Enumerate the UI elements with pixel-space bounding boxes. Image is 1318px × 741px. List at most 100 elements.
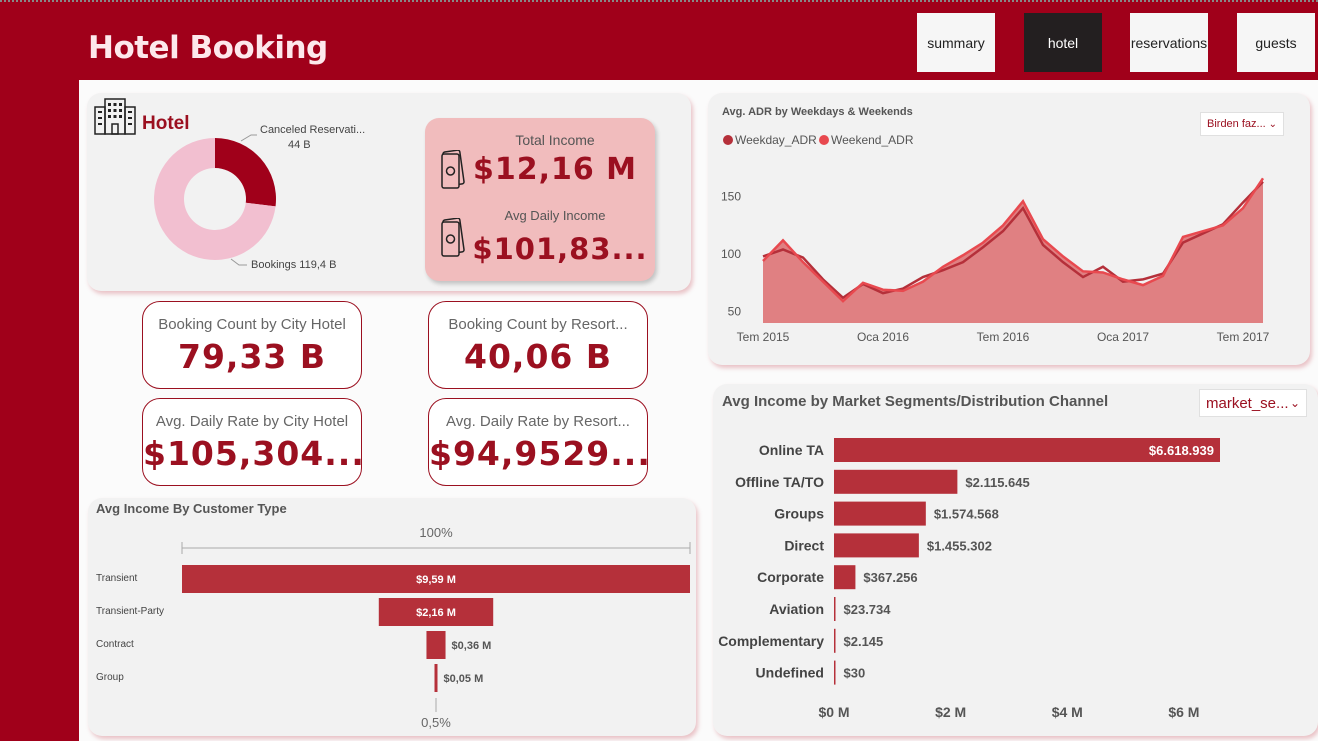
category-label: Aviation xyxy=(769,601,824,617)
customer-type-funnel-chart: 100% Transient $9,59 M Transient-Party $2,16… xyxy=(96,525,691,730)
x-tick-label: Tem 2015 xyxy=(737,330,790,344)
kpi-value: 79,33 B xyxy=(177,337,327,376)
dropdown-value: market_se... xyxy=(1206,394,1289,412)
bar xyxy=(834,533,919,558)
kpi-adr-city: Avg. Daily Rate by City Hotel $105,304..… xyxy=(142,398,365,486)
money-icon xyxy=(439,217,465,262)
avg-daily-income-label: Avg Daily Income xyxy=(504,208,606,223)
dropdown-value: Birden faz... xyxy=(1207,118,1266,130)
x-tick-label: $4 M xyxy=(1052,704,1083,720)
donut-slice xyxy=(215,138,276,207)
total-income-label: Total Income xyxy=(515,132,595,148)
data-label: $2.145 xyxy=(844,634,884,649)
series-area xyxy=(763,178,1263,323)
legend-label: Weekend_ADR xyxy=(831,133,914,147)
x-tick-label: Tem 2016 xyxy=(977,330,1030,344)
bar xyxy=(834,469,958,494)
tab-summary[interactable]: summary xyxy=(917,13,995,72)
bar xyxy=(834,438,1220,462)
market-segment-dropdown[interactable]: market_se... ⌄ xyxy=(1199,389,1307,417)
data-label: $23.734 xyxy=(844,602,892,617)
top-border xyxy=(0,0,1318,2)
category-label: Transient-Party xyxy=(96,606,164,617)
kpi-label: Booking Count by City Hotel xyxy=(158,316,346,333)
tab-guests[interactable]: guests xyxy=(1237,13,1315,72)
bar xyxy=(834,597,836,621)
adr-chart-card: Avg. ADR by Weekdays & Weekends Birden f… xyxy=(708,93,1310,365)
data-label: $1.455.302 xyxy=(927,538,992,553)
chart-title: Avg Income by Market Segments/Distributi… xyxy=(722,393,1109,410)
x-tick-label: Tem 2017 xyxy=(1217,330,1270,344)
kpi-label: Avg. Daily Rate by City Hotel xyxy=(155,413,349,430)
page-title: Hotel Booking xyxy=(88,30,328,66)
hotel-summary-card: Hotel Canceled Reservati... 44 B Bookings … xyxy=(87,93,691,291)
x-tick-label: $2 M xyxy=(935,704,966,720)
market-segment-card: Avg Income by Market Segments/Distributi… xyxy=(713,384,1318,736)
data-label: $30 xyxy=(844,666,866,681)
category-label: Contract xyxy=(96,639,134,650)
category-label: Group xyxy=(96,672,124,683)
x-tick-label: $0 M xyxy=(818,704,849,720)
kpi-value: $105,304... xyxy=(143,434,365,473)
chevron-down-icon: ⌄ xyxy=(1289,396,1300,410)
data-label: $367.256 xyxy=(863,570,917,585)
kpi-value: $94,9529... xyxy=(429,434,651,473)
data-label: $6.618.939 xyxy=(1149,443,1214,458)
data-label: $1.574.568 xyxy=(934,507,999,522)
legend-swatch xyxy=(723,135,733,145)
x-tick-label: Oca 2016 xyxy=(857,330,909,344)
tab-reservations[interactable]: reservations xyxy=(1130,13,1208,72)
adr-area-chart: Weekday_ADR Weekend_ADR 50 100 150 Tem 2015 Oc… xyxy=(721,133,1270,344)
data-label: $2,16 M xyxy=(416,607,456,619)
category-label: Complementary xyxy=(718,633,824,649)
chart-title: Avg Income By Customer Type xyxy=(96,501,287,516)
chart-title: Avg. ADR by Weekdays & Weekends xyxy=(722,106,913,118)
leader-line xyxy=(230,258,247,266)
series-line-weekday xyxy=(762,180,1264,300)
money-icon xyxy=(439,149,465,194)
category-label: Transient xyxy=(96,573,138,584)
funnel-bar xyxy=(434,664,438,692)
hotel-card-title: Hotel xyxy=(142,113,190,134)
y-tick-label: 100 xyxy=(721,247,741,261)
y-tick-label: 150 xyxy=(721,190,741,204)
bar xyxy=(834,660,836,685)
chevron-down-icon: ⌄ xyxy=(1268,118,1277,130)
funnel-top-label: 100% xyxy=(419,525,453,540)
customer-type-card: Avg Income By Customer Type 100% Transien… xyxy=(88,498,696,736)
category-label: Direct xyxy=(784,537,824,553)
legend-label: Weekday_ADR xyxy=(735,133,817,147)
bar xyxy=(834,565,856,590)
tab-hotel[interactable]: hotel xyxy=(1024,13,1102,72)
kpi-booking-count-city: Booking Count by City Hotel 79,33 B xyxy=(142,301,362,389)
data-label: $0,05 M xyxy=(444,673,484,685)
weekday-filter-dropdown[interactable]: Birden faz... ⌄ xyxy=(1200,112,1284,136)
kpi-label: Booking Count by Resort... xyxy=(448,316,628,333)
kpi-value: 40,06 B xyxy=(463,337,613,376)
leader-line xyxy=(240,134,257,142)
slice-label: Canceled Reservati... xyxy=(260,124,365,136)
y-tick-label: 50 xyxy=(728,305,742,319)
funnel-bottom-label: 0,5% xyxy=(421,715,451,730)
data-label: $2.115.645 xyxy=(965,475,1029,490)
bar xyxy=(834,501,926,526)
bar xyxy=(834,628,836,653)
slice-value: 44 B xyxy=(288,139,311,151)
x-tick-label: $6 M xyxy=(1168,704,1199,720)
funnel-bar xyxy=(182,565,690,593)
legend-swatch xyxy=(819,135,829,145)
slice-label: Bookings 119,4 B xyxy=(251,259,336,271)
category-label: Undefined xyxy=(756,665,824,681)
hotel-building-icon xyxy=(94,97,136,135)
series-line-weekend xyxy=(762,177,1265,303)
total-income-value: $12,16 M xyxy=(472,152,638,187)
category-label: Online TA xyxy=(759,442,824,458)
funnel-bar xyxy=(426,631,446,659)
income-card: Total Income $12,16 M Avg Daily Income $… xyxy=(425,118,655,281)
market-segment-bar-chart: Online TA $6.618.939 Offline TA/TO $2.115.6… xyxy=(718,438,1220,720)
funnel-bar xyxy=(378,598,494,626)
donut-slice xyxy=(153,138,276,260)
kpi-adr-resort: Avg. Daily Rate by Resort... $94,9529... xyxy=(428,398,651,486)
data-label: $0,36 M xyxy=(452,640,492,652)
booking-donut-chart: Canceled Reservati... 44 B Bookings 119,4 … xyxy=(153,124,365,271)
